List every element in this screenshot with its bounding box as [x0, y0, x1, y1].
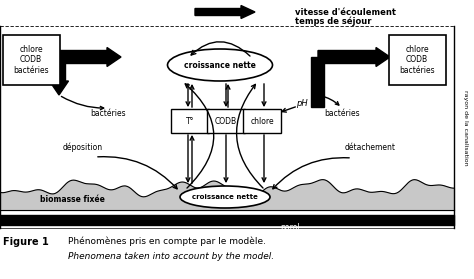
Text: Phénomènes pris en compte par le modèle.: Phénomènes pris en compte par le modèle.	[68, 237, 266, 247]
FancyArrow shape	[311, 57, 325, 107]
Ellipse shape	[167, 49, 273, 81]
FancyBboxPatch shape	[171, 109, 209, 133]
Text: CODB: CODB	[215, 117, 237, 126]
Text: chlore
CODB
bactéries: chlore CODB bactéries	[13, 45, 49, 75]
FancyBboxPatch shape	[207, 109, 245, 133]
Text: bactéries: bactéries	[324, 109, 360, 117]
Text: parol: parol	[280, 223, 300, 232]
Text: rayon de la canalisation: rayon de la canalisation	[464, 90, 468, 166]
Text: biomasse fixée: biomasse fixée	[39, 196, 104, 205]
FancyBboxPatch shape	[3, 35, 60, 85]
Text: déposition: déposition	[63, 142, 103, 152]
FancyArrow shape	[49, 57, 69, 95]
Text: croissance nette: croissance nette	[184, 61, 256, 69]
Text: Phenomena taken into account by the model.: Phenomena taken into account by the mode…	[68, 252, 274, 261]
Text: T°: T°	[186, 117, 194, 126]
Text: croissance nette: croissance nette	[192, 194, 258, 200]
Text: chlore: chlore	[250, 117, 274, 126]
FancyBboxPatch shape	[243, 109, 281, 133]
Ellipse shape	[180, 186, 270, 208]
FancyArrow shape	[59, 47, 121, 66]
Text: temps de séjour: temps de séjour	[295, 17, 372, 27]
Text: chlore
CODB
bactéries: chlore CODB bactéries	[399, 45, 435, 75]
FancyArrow shape	[318, 47, 390, 66]
Text: détachement: détachement	[345, 143, 395, 153]
Text: pH: pH	[296, 98, 308, 107]
FancyBboxPatch shape	[389, 35, 446, 85]
Text: Figure 1: Figure 1	[3, 237, 49, 247]
Text: vitesse d'écoulement: vitesse d'écoulement	[295, 8, 396, 17]
Text: bactéries: bactéries	[90, 109, 126, 117]
FancyArrow shape	[195, 6, 255, 18]
